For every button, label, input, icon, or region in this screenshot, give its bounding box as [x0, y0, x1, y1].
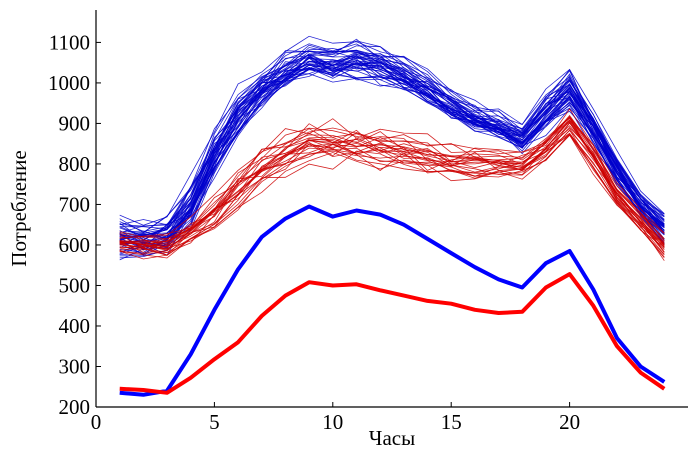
red-profile-line [119, 116, 665, 243]
x-tick-label: 15 [441, 410, 462, 434]
blue-profile-line [119, 66, 665, 259]
y-axis-title: Потребление [7, 150, 31, 266]
blue-profile-line [119, 57, 665, 247]
y-tick-label: 900 [59, 111, 91, 135]
red-profile-line [119, 134, 665, 259]
red-profile-line [119, 121, 665, 248]
blue-profile-line [119, 67, 665, 255]
x-tick-label: 5 [209, 410, 220, 434]
x-tick-label: 20 [559, 410, 580, 434]
red-profile-line [119, 134, 665, 261]
y-tick-label: 500 [59, 273, 91, 297]
x-axis-title: Часы [369, 426, 415, 450]
red-profile-line [119, 114, 665, 246]
y-tick-label: 300 [59, 354, 91, 378]
y-tick-label: 1000 [48, 71, 90, 95]
blue-profile-line [119, 40, 665, 232]
red-profile-line [119, 108, 665, 238]
blue-profile-line [119, 44, 665, 227]
x-tick-label: 0 [91, 410, 102, 434]
red-profile-line [119, 133, 665, 256]
blue-profile-line [119, 55, 665, 245]
blue-profile-line [119, 56, 665, 241]
red-profile-line [119, 126, 665, 253]
y-tick-label: 800 [59, 152, 91, 176]
y-tick-label: 1100 [49, 30, 90, 54]
x-ticks: 0 5 10 15 20 [91, 402, 580, 434]
blue-profile-line [119, 57, 665, 237]
red-profile-line [119, 119, 665, 249]
axes [95, 10, 688, 408]
profile-bundles [119, 35, 665, 261]
x-tick-label: 10 [322, 410, 343, 434]
blue-average-line [119, 204, 666, 397]
y-tick-label: 400 [59, 314, 91, 338]
y-tick-label: 700 [59, 192, 91, 216]
y-tick-label: 600 [59, 233, 91, 257]
red-average-line [119, 272, 666, 395]
y-tick-label: 200 [59, 395, 91, 419]
blue-profile-line [119, 59, 665, 250]
blue-profile-line [119, 48, 665, 235]
blue-profile-line [119, 61, 665, 255]
y-ticks: 200 300 400 500 600 700 800 900 1000 1100 [48, 30, 101, 419]
average-series [119, 204, 666, 397]
